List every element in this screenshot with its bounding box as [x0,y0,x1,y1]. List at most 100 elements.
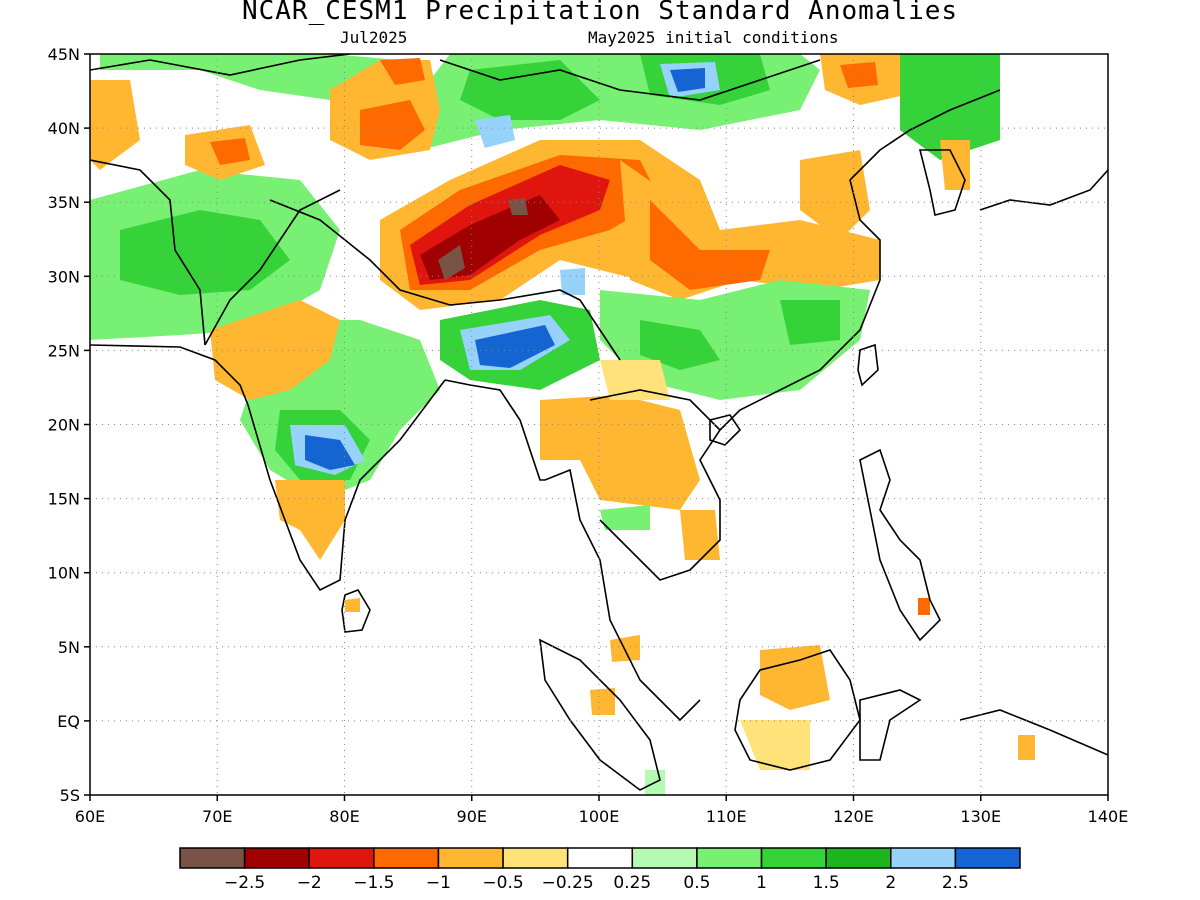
colorbar-label: 2.5 [942,873,969,893]
colorbar-swatch [890,847,957,869]
anomaly-area-borneo-light [740,720,810,770]
colorbar-label: 1 [756,873,767,893]
anomaly-area-west-asia-wet-core [120,210,290,295]
colorbar-label: −1 [426,873,451,893]
colorbar-label: 2 [885,873,896,893]
colorbar-label: −0.25 [542,873,594,893]
lon-tick-label: 130E [960,807,1001,826]
lon-tick-label: 110E [706,807,747,826]
coast-indochina [589,389,722,581]
lon-tick-label: 100E [579,807,620,826]
lat-tick-label: 20N [48,416,80,435]
coastlines [90,54,1108,791]
coast-taiwan [857,343,879,387]
anomaly-area-central-asia-wet [100,54,820,150]
coast-sri-lanka [341,589,371,633]
coast-philippines [859,448,941,642]
anomaly-area-central-asia-wet-core [460,60,600,120]
anomaly-area-south-china-wet-core [640,320,720,370]
anomaly-area-sri-lanka-dry [345,598,360,612]
lat-tick-label: 40N [48,119,80,138]
border-central-asia [90,54,351,76]
lat-tick-label: EQ [57,712,80,731]
lon-tick-label: 60E [75,807,105,826]
lon-tick-label: 90E [457,807,487,826]
anomaly-area-cambodia-wet [600,505,650,530]
anomaly-area-tibet-dry-extreme [438,245,465,280]
coast-korea [918,149,966,216]
initial-conditions: May2025 initial conditions [588,28,839,47]
colorbar-swatch [760,847,827,869]
lon-tick-label: 140E [1088,807,1129,826]
border-pakistan [204,189,341,346]
coast-india [90,344,446,592]
coast-hainan [709,414,742,446]
coast-japan [979,169,1108,211]
colorbar-label: −1.5 [353,873,394,893]
anomaly-area-newguinea-dry [1018,735,1035,760]
colorbar-swatch [437,847,504,869]
colorbar-label: −2 [297,873,322,893]
colorbar-label: 1.5 [813,873,840,893]
colorbar-swatch [825,847,892,869]
colorbar: −2.5 −2 −1.5 −1 −0.5 −0.25 0.25 0.5 1 1.5 2 2.5 [179,847,1021,893]
anomaly-area-manchuria-wet [900,54,1000,160]
lat-tick-label: 15N [48,490,80,509]
anomaly-area-deccan-dry [275,480,345,560]
anomaly-area-borneo-dry [760,645,830,710]
lat-tick-label: 35N [48,193,80,212]
lon-tick-label: 70E [202,807,232,826]
colorbar-swatch [308,847,375,869]
colorbar-label: −0.5 [482,873,523,893]
anomaly-fields [90,54,1035,795]
anomaly-area-mongolia-wet-core [670,68,705,92]
anomaly-area-india-wet-strong [305,435,355,470]
anomaly-area-pakistan-dry [90,80,140,170]
lat-tick-label: 5S [60,786,80,805]
coast-sumatra [539,638,661,791]
anomaly-area-afghan-dry-core [210,138,250,165]
axes: 60E 70E 80E 90E 100E 110E 120E 130E 140E 45N 40N 35… [48,45,1129,826]
anomaly-area-indochina-dry-light [600,360,670,400]
coast-bay-bengal [444,379,701,722]
anomaly-area-guangdong-wet-core [780,300,840,345]
anomaly-area-sumatra-dry-2 [590,688,615,715]
lat-tick-label: 30N [48,267,80,286]
anomaly-area-northeast-dry-core [840,62,878,88]
lon-tick-label: 120E [833,807,874,826]
anomaly-area-yunnan-wet [560,268,585,295]
anomaly-area-tarim-dry-core [360,100,425,150]
coast-newguinea [959,709,1108,756]
coast-china [719,89,1001,431]
border-iran [90,159,206,346]
coast-sulawesi [859,689,922,761]
anomaly-area-indochina-dry [540,395,700,510]
lat-tick-label: 25N [48,341,80,360]
anomaly-area-japan-dry [940,140,970,190]
anomaly-area-kazakh-dry [380,58,425,85]
colorbar-swatch [179,847,246,869]
colorbar-swatch [373,847,440,869]
anomaly-area-xinjiang-wet [475,115,515,148]
colorbar-swatch [696,847,763,869]
anomaly-area-south-china-dry-core [650,200,770,290]
anomaly-area-bangladesh-wet-strong [475,325,555,368]
lon-tick-label: 80E [329,807,359,826]
anomaly-area-east-china-dry [800,150,870,240]
lat-tick-label: 45N [48,45,80,64]
colorbar-label: 0.5 [683,873,710,893]
colorbar-label: 0.25 [613,873,651,893]
border-mongolia [439,59,821,101]
anomaly-area-mindanao-dry [918,598,930,615]
colorbar-swatch [954,847,1021,869]
chart-title: NCAR_CESM1 Precipitation Standard Anomal… [241,0,959,26]
colorbar-swatch [243,847,310,869]
anomaly-area-cambodia-dry [680,510,720,560]
colorbar-swatch [631,847,698,869]
lat-tick-label: 5N [58,638,80,657]
anomaly-area-gujarat-dry [210,300,340,400]
colorbar-swatch [566,847,634,869]
lat-tick-label: 10N [48,564,80,583]
